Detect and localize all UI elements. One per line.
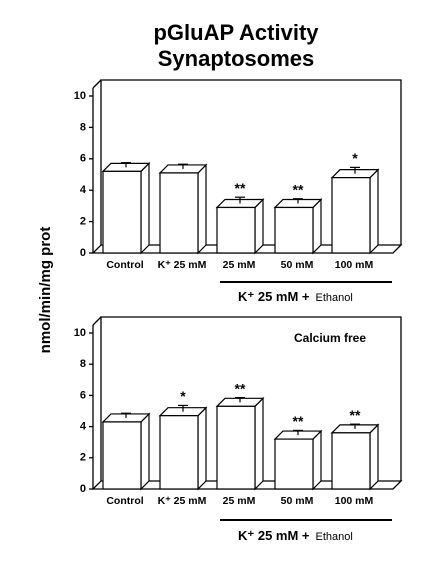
error-bar: [350, 166, 360, 174]
bar: [159, 172, 199, 254]
x-tick-label: K⁺ 25 mM: [158, 495, 207, 507]
bar-side: [312, 429, 322, 491]
bar-side: [140, 161, 150, 255]
significance-label: *: [352, 150, 358, 166]
significance-label: **: [350, 407, 361, 423]
axis-corner: [92, 79, 102, 89]
significance-label: **: [293, 413, 304, 429]
x-tick-label: K⁺ 25 mM: [158, 259, 207, 271]
bar: [274, 438, 314, 490]
x-tick-label: Control: [106, 259, 143, 271]
y-tick-label: 2: [80, 452, 86, 464]
group-label-sub: Ethanol: [316, 531, 353, 543]
error-bar: [293, 429, 303, 436]
bar-side: [197, 163, 207, 255]
bar: [216, 206, 256, 254]
bar: [159, 415, 199, 490]
bar-side: [369, 168, 379, 255]
y-tick-label: 0: [80, 247, 86, 259]
bar: [331, 432, 371, 490]
bar-side: [312, 198, 322, 255]
group-label-sub: Ethanol: [316, 292, 353, 304]
group-label: K⁺ 25 mM + Ethanol: [238, 528, 353, 543]
group-label: K⁺ 25 mM + Ethanol: [238, 289, 353, 304]
x-tick-label: 25 mM: [223, 259, 256, 271]
bar-side: [197, 406, 207, 491]
panel-note: Calcium free: [294, 331, 366, 345]
error-bar: [350, 423, 360, 429]
bar: [216, 405, 256, 490]
y-tick-label: 10: [74, 90, 86, 102]
bar-side: [140, 412, 150, 491]
significance-label: **: [293, 181, 304, 197]
group-label-main: K⁺ 25 mM +: [238, 289, 310, 304]
bar: [331, 177, 371, 254]
y-tick-label: 6: [80, 389, 86, 401]
error-bar: [293, 198, 303, 204]
error-bar: [235, 196, 245, 204]
bar-side: [254, 198, 264, 255]
error-bar: [235, 397, 245, 403]
error-bar: [178, 163, 188, 169]
chart-title: Synaptosomes: [158, 46, 315, 71]
y-tick-label: 8: [80, 358, 86, 370]
y-tick-label: 8: [80, 121, 86, 133]
bar: [274, 206, 314, 254]
x-tick-label: 25 mM: [223, 495, 256, 507]
x-tick-label: Control: [106, 495, 143, 507]
error-bar: [121, 412, 131, 418]
significance-label: **: [235, 380, 246, 396]
bar: [102, 421, 142, 490]
y-tick-label: 4: [80, 184, 87, 196]
y-tick-label: 6: [80, 153, 86, 165]
group-label-main: K⁺ 25 mM +: [238, 528, 310, 543]
significance-label: **: [235, 180, 246, 196]
x-tick-label: 50 mM: [281, 495, 314, 507]
x-tick-label: 100 mM: [335, 259, 374, 271]
y-tick-label: 4: [80, 421, 87, 433]
significance-label: *: [180, 388, 186, 404]
y-tick-label: 10: [74, 327, 86, 339]
chart-title: pGluAP Activity: [153, 20, 319, 45]
x-tick-label: 100 mM: [335, 495, 374, 507]
error-bar: [121, 162, 131, 168]
y-tick-label: 0: [80, 483, 86, 495]
y-tick-label: 2: [80, 216, 86, 228]
bar-side: [254, 396, 264, 491]
bar-side: [369, 423, 379, 491]
back-wall: [100, 79, 402, 245]
back-wall: [100, 316, 402, 481]
y-axis-label: nmol/min/mg prot: [37, 227, 54, 354]
x-tick-label: 50 mM: [281, 259, 314, 271]
bar: [102, 170, 142, 254]
axis-corner: [92, 316, 102, 326]
error-bar: [178, 404, 188, 412]
